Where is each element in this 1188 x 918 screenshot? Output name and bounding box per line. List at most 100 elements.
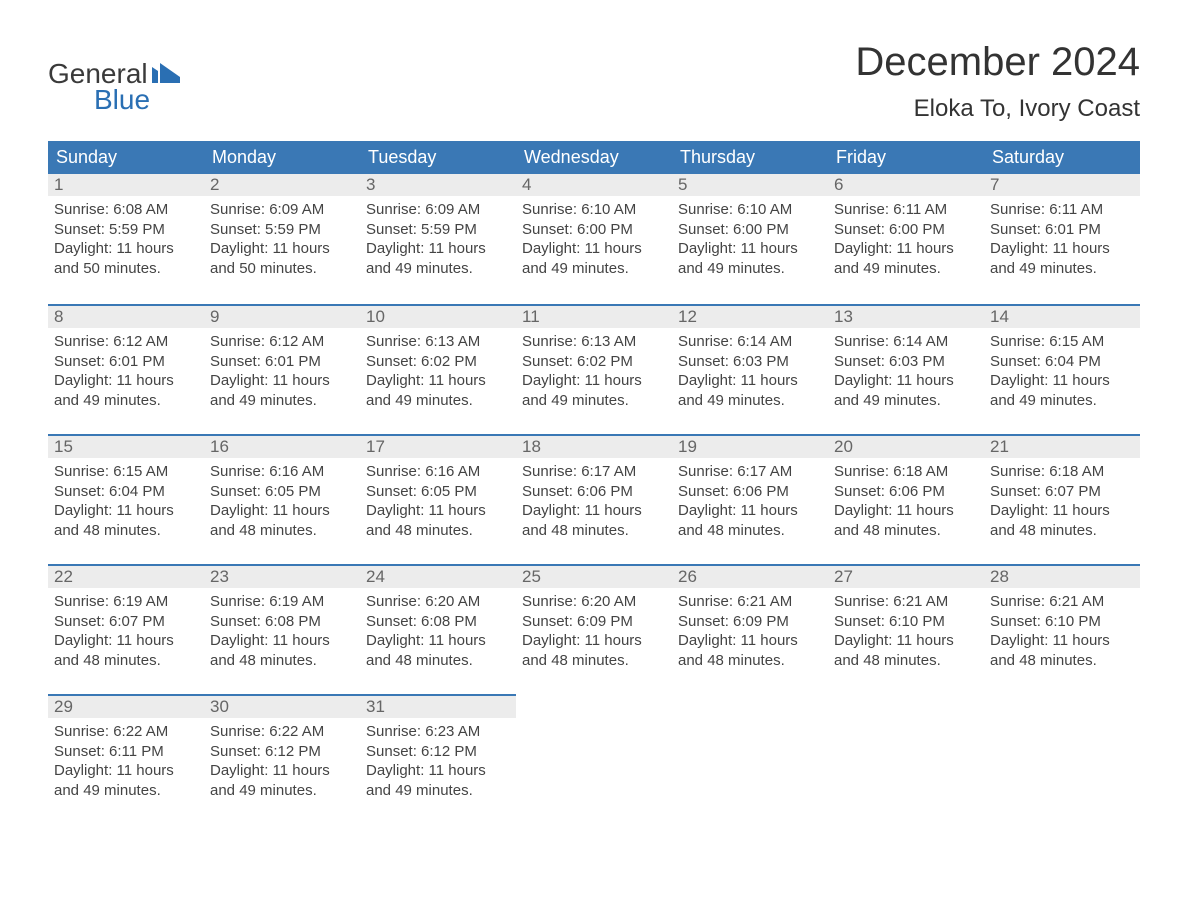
day-cell: 19Sunrise: 6:17 AMSunset: 6:06 PMDayligh… [672,434,828,564]
day-cell: 13Sunrise: 6:14 AMSunset: 6:03 PMDayligh… [828,304,984,434]
day-body: Sunrise: 6:21 AMSunset: 6:10 PMDaylight:… [828,588,984,674]
daylight-line2: and 48 minutes. [834,521,978,541]
sunrise-text: Sunrise: 6:15 AM [54,462,198,482]
daylight-line1: Daylight: 11 hours [834,371,978,391]
daylight-line2: and 49 minutes. [54,781,198,801]
daylight-line2: and 49 minutes. [678,259,822,279]
daylight-line2: and 49 minutes. [522,391,666,411]
day-number: 8 [48,306,204,328]
day-body: Sunrise: 6:13 AMSunset: 6:02 PMDaylight:… [360,328,516,414]
sunset-text: Sunset: 6:06 PM [834,482,978,502]
day-cell: 8Sunrise: 6:12 AMSunset: 6:01 PMDaylight… [48,304,204,434]
day-number: 19 [672,436,828,458]
day-cell: 12Sunrise: 6:14 AMSunset: 6:03 PMDayligh… [672,304,828,434]
calendar-page: General Blue December 2024 Eloka To, Ivo… [0,0,1188,864]
weekday-header-row: Sunday Monday Tuesday Wednesday Thursday… [48,141,1140,174]
week-row: 1Sunrise: 6:08 AMSunset: 5:59 PMDaylight… [48,174,1140,304]
week-row: 15Sunrise: 6:15 AMSunset: 6:04 PMDayligh… [48,434,1140,564]
day-body: Sunrise: 6:16 AMSunset: 6:05 PMDaylight:… [360,458,516,544]
daylight-line2: and 49 minutes. [366,781,510,801]
day-cell: 29Sunrise: 6:22 AMSunset: 6:11 PMDayligh… [48,694,204,824]
sunrise-text: Sunrise: 6:13 AM [366,332,510,352]
daylight-line2: and 49 minutes. [210,781,354,801]
week-row: 8Sunrise: 6:12 AMSunset: 6:01 PMDaylight… [48,304,1140,434]
daylight-line1: Daylight: 11 hours [834,631,978,651]
daylight-line2: and 49 minutes. [366,259,510,279]
day-cell: 26Sunrise: 6:21 AMSunset: 6:09 PMDayligh… [672,564,828,694]
daylight-line2: and 48 minutes. [834,651,978,671]
sunset-text: Sunset: 5:59 PM [210,220,354,240]
daylight-line2: and 48 minutes. [990,521,1134,541]
daylight-line2: and 48 minutes. [522,521,666,541]
day-body: Sunrise: 6:22 AMSunset: 6:12 PMDaylight:… [204,718,360,804]
page-header: General Blue December 2024 Eloka To, Ivo… [48,40,1140,123]
day-body: Sunrise: 6:12 AMSunset: 6:01 PMDaylight:… [48,328,204,414]
sunset-text: Sunset: 6:06 PM [522,482,666,502]
sunrise-text: Sunrise: 6:14 AM [678,332,822,352]
day-body: Sunrise: 6:14 AMSunset: 6:03 PMDaylight:… [672,328,828,414]
logo-word2: Blue [94,84,180,116]
sunrise-text: Sunrise: 6:16 AM [210,462,354,482]
day-number: 10 [360,306,516,328]
sunrise-text: Sunrise: 6:09 AM [210,200,354,220]
sunrise-text: Sunrise: 6:17 AM [678,462,822,482]
day-body: Sunrise: 6:11 AMSunset: 6:00 PMDaylight:… [828,196,984,282]
day-number: 2 [204,174,360,196]
day-cell: 2 Sunrise: 6:09 AMSunset: 5:59 PMDaylight… [204,174,360,304]
sunrise-text: Sunrise: 6:21 AM [990,592,1134,612]
day-number: 27 [828,566,984,588]
sunrise-text: Sunrise: 6:16 AM [366,462,510,482]
sunrise-text: Sunrise: 6:15 AM [990,332,1134,352]
day-body: Sunrise: 6:19 AMSunset: 6:08 PMDaylight:… [204,588,360,674]
sunset-text: Sunset: 6:04 PM [54,482,198,502]
daylight-line1: Daylight: 11 hours [522,631,666,651]
day-cell: 6Sunrise: 6:11 AMSunset: 6:00 PMDaylight… [828,174,984,304]
day-body: Sunrise: 6:15 AMSunset: 6:04 PMDaylight:… [984,328,1140,414]
empty-cell [516,694,672,824]
day-body: Sunrise: 6:13 AMSunset: 6:02 PMDaylight:… [516,328,672,414]
daylight-line1: Daylight: 11 hours [990,501,1134,521]
sunset-text: Sunset: 6:07 PM [990,482,1134,502]
sunset-text: Sunset: 5:59 PM [54,220,198,240]
day-body: Sunrise: 6:18 AMSunset: 6:06 PMDaylight:… [828,458,984,544]
day-body: Sunrise: 6:09 AMSunset: 5:59 PMDaylight:… [360,196,516,282]
daylight-line1: Daylight: 11 hours [990,631,1134,651]
day-cell: 27Sunrise: 6:21 AMSunset: 6:10 PMDayligh… [828,564,984,694]
daylight-line2: and 49 minutes. [990,259,1134,279]
daylight-line1: Daylight: 11 hours [210,761,354,781]
sunset-text: Sunset: 6:02 PM [366,352,510,372]
sunset-text: Sunset: 6:00 PM [522,220,666,240]
daylight-line1: Daylight: 11 hours [678,371,822,391]
day-number: 17 [360,436,516,458]
sunset-text: Sunset: 6:11 PM [54,742,198,762]
sunset-text: Sunset: 6:05 PM [210,482,354,502]
day-number: 5 [672,174,828,196]
sunset-text: Sunset: 6:07 PM [54,612,198,632]
day-cell: 11Sunrise: 6:13 AMSunset: 6:02 PMDayligh… [516,304,672,434]
day-body: Sunrise: 6:10 AMSunset: 6:00 PMDaylight:… [516,196,672,282]
day-body: Sunrise: 6:22 AMSunset: 6:11 PMDaylight:… [48,718,204,804]
daylight-line1: Daylight: 11 hours [54,761,198,781]
daylight-line1: Daylight: 11 hours [366,371,510,391]
day-number: 16 [204,436,360,458]
daylight-line1: Daylight: 11 hours [210,239,354,259]
day-number: 20 [828,436,984,458]
daylight-line2: and 50 minutes. [54,259,198,279]
sunrise-text: Sunrise: 6:22 AM [210,722,354,742]
day-cell: 10Sunrise: 6:13 AMSunset: 6:02 PMDayligh… [360,304,516,434]
day-number: 31 [360,696,516,718]
day-body: Sunrise: 6:15 AMSunset: 6:04 PMDaylight:… [48,458,204,544]
daylight-line2: and 48 minutes. [366,651,510,671]
daylight-line2: and 48 minutes. [990,651,1134,671]
day-number: 3 [360,174,516,196]
week-row: 29Sunrise: 6:22 AMSunset: 6:11 PMDayligh… [48,694,1140,824]
day-cell: 22Sunrise: 6:19 AMSunset: 6:07 PMDayligh… [48,564,204,694]
day-cell: 21Sunrise: 6:18 AMSunset: 6:07 PMDayligh… [984,434,1140,564]
sunrise-text: Sunrise: 6:21 AM [834,592,978,612]
daylight-line2: and 48 minutes. [678,521,822,541]
sunset-text: Sunset: 6:06 PM [678,482,822,502]
sunrise-text: Sunrise: 6:21 AM [678,592,822,612]
day-body: Sunrise: 6:19 AMSunset: 6:07 PMDaylight:… [48,588,204,674]
sunrise-text: Sunrise: 6:18 AM [834,462,978,482]
day-number: 7 [984,174,1140,196]
